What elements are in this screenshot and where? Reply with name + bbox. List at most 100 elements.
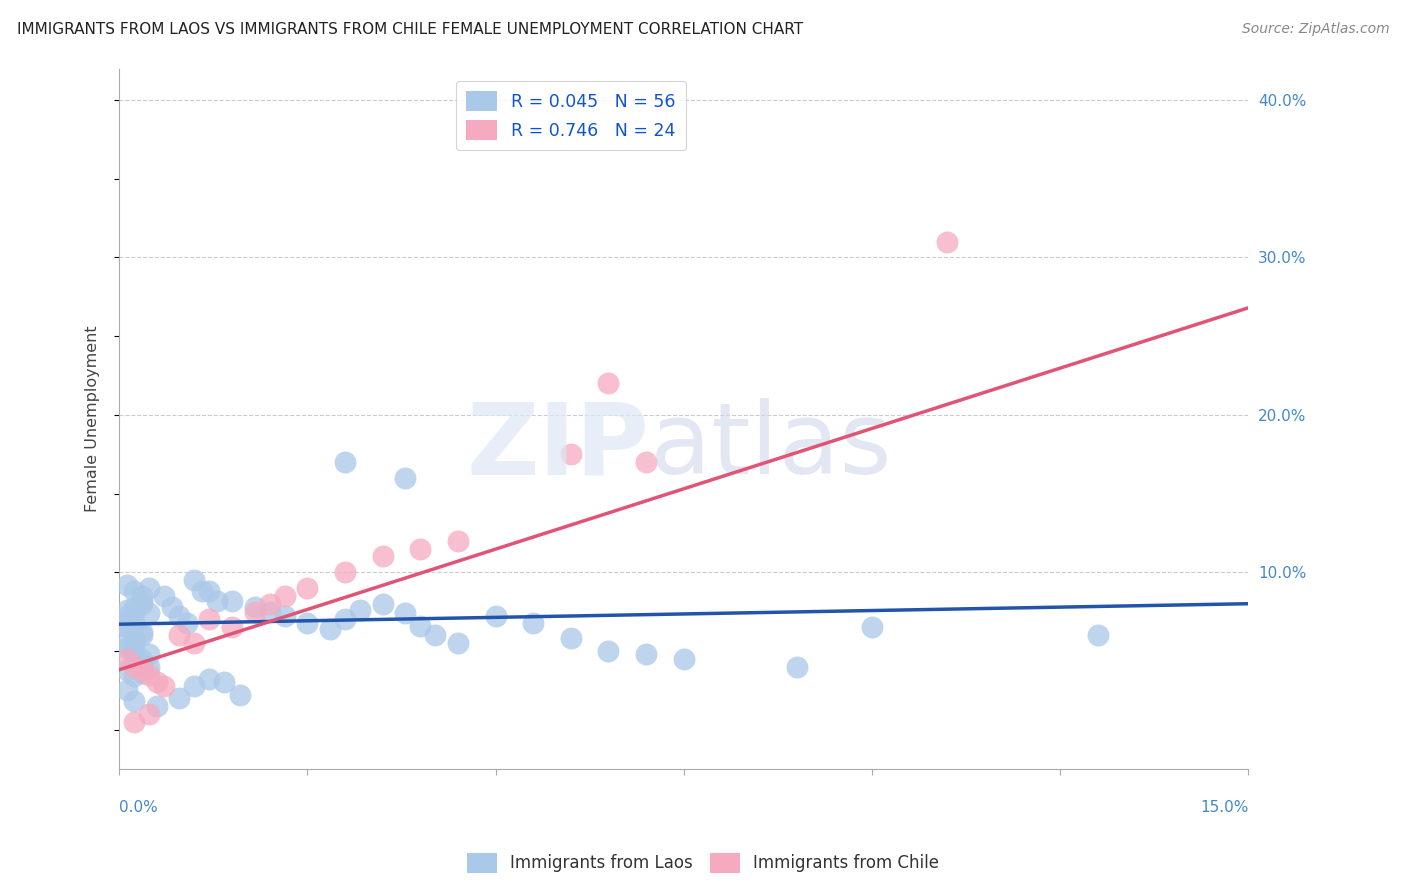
Text: IMMIGRANTS FROM LAOS VS IMMIGRANTS FROM CHILE FEMALE UNEMPLOYMENT CORRELATION CH: IMMIGRANTS FROM LAOS VS IMMIGRANTS FROM … xyxy=(17,22,803,37)
Point xyxy=(145,675,167,690)
Point xyxy=(259,597,281,611)
Text: atlas: atlas xyxy=(650,399,891,495)
Point xyxy=(115,663,138,677)
Point xyxy=(131,665,153,680)
Point xyxy=(205,593,228,607)
Point xyxy=(191,584,214,599)
Point xyxy=(122,615,145,630)
Point xyxy=(672,652,695,666)
Point xyxy=(115,578,138,592)
Point xyxy=(131,593,153,607)
Legend: Immigrants from Laos, Immigrants from Chile: Immigrants from Laos, Immigrants from Ch… xyxy=(460,847,946,880)
Y-axis label: Female Unemployment: Female Unemployment xyxy=(86,326,100,512)
Point xyxy=(1087,628,1109,642)
Point xyxy=(138,667,160,681)
Point xyxy=(153,679,176,693)
Point xyxy=(122,584,145,599)
Point xyxy=(145,699,167,714)
Point xyxy=(936,235,959,249)
Point xyxy=(522,615,544,630)
Point xyxy=(169,691,191,706)
Point xyxy=(860,620,883,634)
Point xyxy=(138,606,160,620)
Point xyxy=(198,584,221,599)
Point xyxy=(122,650,145,665)
Point xyxy=(198,673,221,687)
Point xyxy=(176,615,198,630)
Point xyxy=(484,609,506,624)
Point xyxy=(160,599,183,614)
Point xyxy=(122,714,145,729)
Point xyxy=(394,471,416,485)
Text: 15.0%: 15.0% xyxy=(1201,799,1249,814)
Point xyxy=(214,675,236,690)
Point xyxy=(243,605,266,619)
Point xyxy=(138,581,160,595)
Point xyxy=(560,632,582,646)
Point xyxy=(115,619,138,633)
Point xyxy=(131,589,153,603)
Point xyxy=(259,605,281,619)
Point xyxy=(131,657,153,671)
Point xyxy=(636,455,658,469)
Point xyxy=(273,609,295,624)
Point xyxy=(131,663,153,677)
Point xyxy=(333,612,356,626)
Point xyxy=(371,597,394,611)
Point xyxy=(183,636,205,650)
Point xyxy=(319,622,342,636)
Point xyxy=(115,603,138,617)
Point xyxy=(183,573,205,587)
Point xyxy=(598,644,620,658)
Point xyxy=(409,541,432,556)
Text: ZIP: ZIP xyxy=(467,399,650,495)
Point xyxy=(297,615,319,630)
Text: Source: ZipAtlas.com: Source: ZipAtlas.com xyxy=(1241,22,1389,37)
Point xyxy=(131,628,153,642)
Point xyxy=(115,636,138,650)
Point xyxy=(447,533,470,548)
Point xyxy=(273,589,295,603)
Point xyxy=(115,652,138,666)
Point xyxy=(333,566,356,580)
Point xyxy=(122,599,145,614)
Point xyxy=(138,659,160,673)
Point xyxy=(409,619,432,633)
Point xyxy=(169,628,191,642)
Text: 0.0%: 0.0% xyxy=(120,799,157,814)
Point xyxy=(333,455,356,469)
Point xyxy=(183,679,205,693)
Point xyxy=(636,647,658,661)
Point xyxy=(122,644,145,658)
Point xyxy=(122,694,145,708)
Point xyxy=(131,597,153,611)
Point xyxy=(122,659,145,673)
Point xyxy=(153,589,176,603)
Point xyxy=(371,549,394,564)
Point xyxy=(297,581,319,595)
Point xyxy=(228,688,250,702)
Point xyxy=(243,599,266,614)
Point xyxy=(115,612,138,626)
Point xyxy=(131,653,153,667)
Legend: R = 0.045   N = 56, R = 0.746   N = 24: R = 0.045 N = 56, R = 0.746 N = 24 xyxy=(456,80,686,151)
Point xyxy=(560,447,582,461)
Point xyxy=(786,659,808,673)
Point xyxy=(122,669,145,683)
Point xyxy=(122,632,145,646)
Point xyxy=(115,683,138,698)
Point xyxy=(349,603,371,617)
Point xyxy=(138,647,160,661)
Point xyxy=(131,625,153,640)
Point xyxy=(122,605,145,619)
Point xyxy=(122,634,145,648)
Point xyxy=(115,640,138,655)
Point xyxy=(221,620,243,634)
Point xyxy=(115,609,138,624)
Point xyxy=(115,620,138,634)
Point xyxy=(221,593,243,607)
Point xyxy=(138,706,160,721)
Point xyxy=(425,628,447,642)
Point xyxy=(394,606,416,620)
Point xyxy=(169,609,191,624)
